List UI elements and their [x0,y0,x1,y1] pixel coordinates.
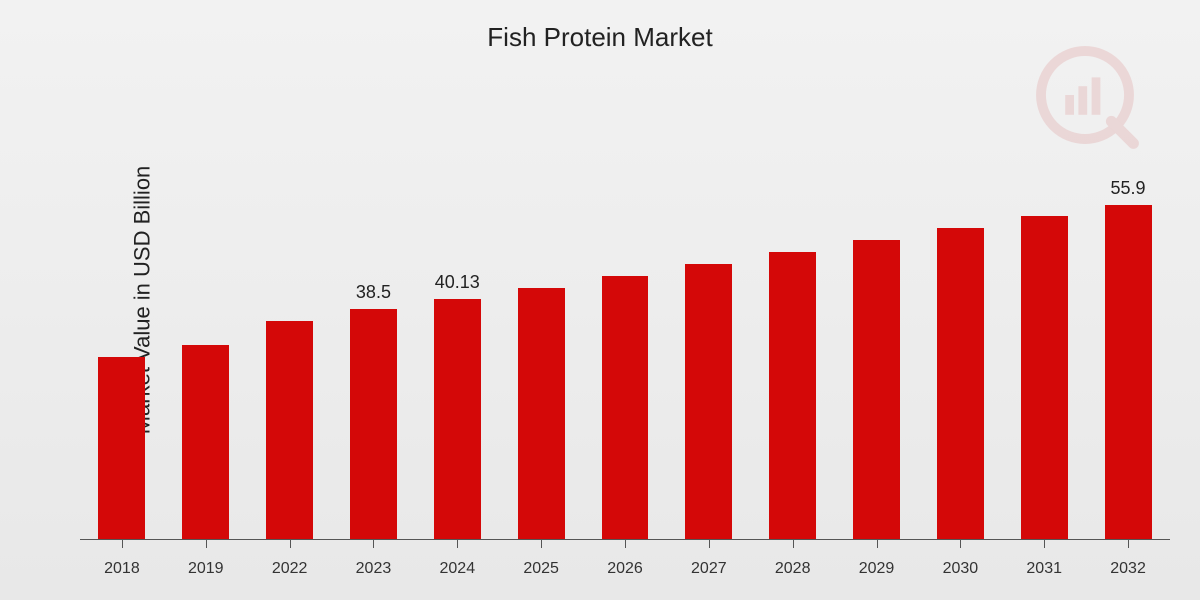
x-axis-label: 2024 [415,560,499,578]
x-tick [499,540,583,552]
x-axis-labels: 2018201920222023202420252026202720282029… [80,560,1170,578]
bar [937,228,984,540]
bar [853,240,900,540]
bar-slot [1002,120,1086,540]
bar [1021,216,1068,540]
bar [434,299,481,540]
bar-value-label: 38.5 [356,282,391,303]
bar-slot [835,120,919,540]
bars-container: 38.5 40.13 55.9 [80,120,1170,540]
bar [350,309,397,540]
x-axis-label: 2027 [667,560,751,578]
bar-slot: 55.9 [1086,120,1170,540]
x-axis-label: 2028 [751,560,835,578]
x-tick [164,540,248,552]
bar-slot [583,120,667,540]
bar [602,276,649,540]
x-axis-label: 2025 [499,560,583,578]
x-tick [80,540,164,552]
x-tick [835,540,919,552]
bar-slot [248,120,332,540]
x-tick [415,540,499,552]
x-axis-label: 2030 [918,560,1002,578]
x-axis-label: 2019 [164,560,248,578]
x-tick [332,540,416,552]
x-axis-label: 2018 [80,560,164,578]
bar [1105,205,1152,540]
bar-slot [164,120,248,540]
x-tick [1002,540,1086,552]
bar-slot: 38.5 [332,120,416,540]
x-axis-label: 2022 [248,560,332,578]
bar-slot [80,120,164,540]
bar-value-label: 40.13 [435,272,480,293]
x-axis-label: 2026 [583,560,667,578]
bar-slot: 40.13 [415,120,499,540]
bar-slot [918,120,1002,540]
bar [769,252,816,540]
bar [266,321,313,540]
x-axis-label: 2023 [332,560,416,578]
x-axis-label: 2031 [1002,560,1086,578]
bar-slot [751,120,835,540]
x-axis-label: 2029 [835,560,919,578]
x-tick [583,540,667,552]
x-tick [918,540,1002,552]
x-axis-label: 2032 [1086,560,1170,578]
bar [518,288,565,540]
x-tick [248,540,332,552]
bar-slot [499,120,583,540]
chart-plot-area: 38.540.1355.9 20182019202220232024202520… [80,120,1170,540]
x-tick [751,540,835,552]
x-tick [667,540,751,552]
x-axis-ticks [80,540,1170,552]
bar [182,345,229,540]
bar-value-label: 55.9 [1111,178,1146,199]
bar-slot [667,120,751,540]
bar [685,264,732,540]
x-tick [1086,540,1170,552]
chart-title: Fish Protein Market [0,22,1200,53]
bar [98,357,145,540]
